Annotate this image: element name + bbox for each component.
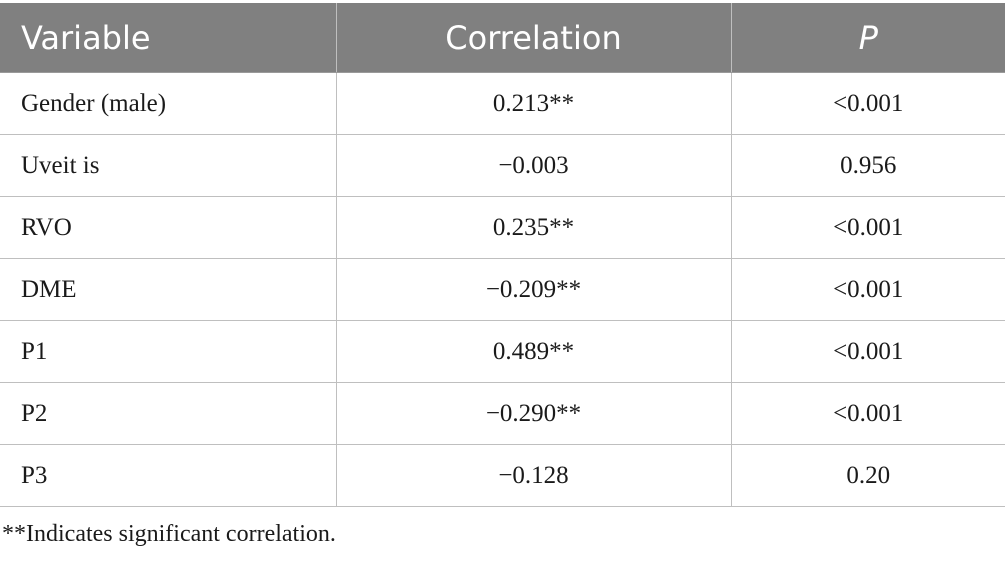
cell-variable: Gender (male) <box>0 72 337 135</box>
header-row: Variable Correlation P <box>0 3 1005 73</box>
cell-correlation: 0.489** <box>336 320 732 383</box>
cell-p: 0.20 <box>731 444 1005 507</box>
cell-variable: RVO <box>0 196 337 259</box>
table-row: P1 0.489** <0.001 <box>0 320 1005 383</box>
cell-p: <0.001 <box>731 382 1005 445</box>
cell-correlation: −0.290** <box>336 382 732 445</box>
cell-p: <0.001 <box>731 196 1005 259</box>
table-header: Variable Correlation P <box>0 3 1005 73</box>
table-footnote: **Indicates significant correlation. <box>2 521 336 547</box>
header-correlation: Correlation <box>336 3 732 73</box>
table-row: P2 −0.290** <0.001 <box>0 382 1005 445</box>
correlation-table-container: Variable Correlation P Gender (male) 0.2… <box>0 3 1005 507</box>
cell-p: <0.001 <box>731 258 1005 321</box>
cell-correlation: −0.128 <box>336 444 732 507</box>
cell-variable: DME <box>0 258 337 321</box>
correlation-table: Variable Correlation P Gender (male) 0.2… <box>0 3 1005 507</box>
table-row: DME −0.209** <0.001 <box>0 258 1005 321</box>
cell-variable: P3 <box>0 444 337 507</box>
cell-variable: P1 <box>0 320 337 383</box>
header-p: P <box>731 3 1005 73</box>
cell-variable: Uveit is <box>0 134 337 197</box>
table-row: P3 −0.128 0.20 <box>0 444 1005 507</box>
cell-p: <0.001 <box>731 320 1005 383</box>
cell-p: 0.956 <box>731 134 1005 197</box>
cell-correlation: 0.213** <box>336 72 732 135</box>
header-variable: Variable <box>0 3 337 73</box>
cell-p: <0.001 <box>731 72 1005 135</box>
table-row: Gender (male) 0.213** <0.001 <box>0 72 1005 135</box>
cell-correlation: −0.209** <box>336 258 732 321</box>
cell-variable: P2 <box>0 382 337 445</box>
table-row: Uveit is −0.003 0.956 <box>0 134 1005 197</box>
cell-correlation: 0.235** <box>336 196 732 259</box>
cell-correlation: −0.003 <box>336 134 732 197</box>
table-body: Gender (male) 0.213** <0.001 Uveit is −0… <box>0 72 1005 507</box>
table-row: RVO 0.235** <0.001 <box>0 196 1005 259</box>
